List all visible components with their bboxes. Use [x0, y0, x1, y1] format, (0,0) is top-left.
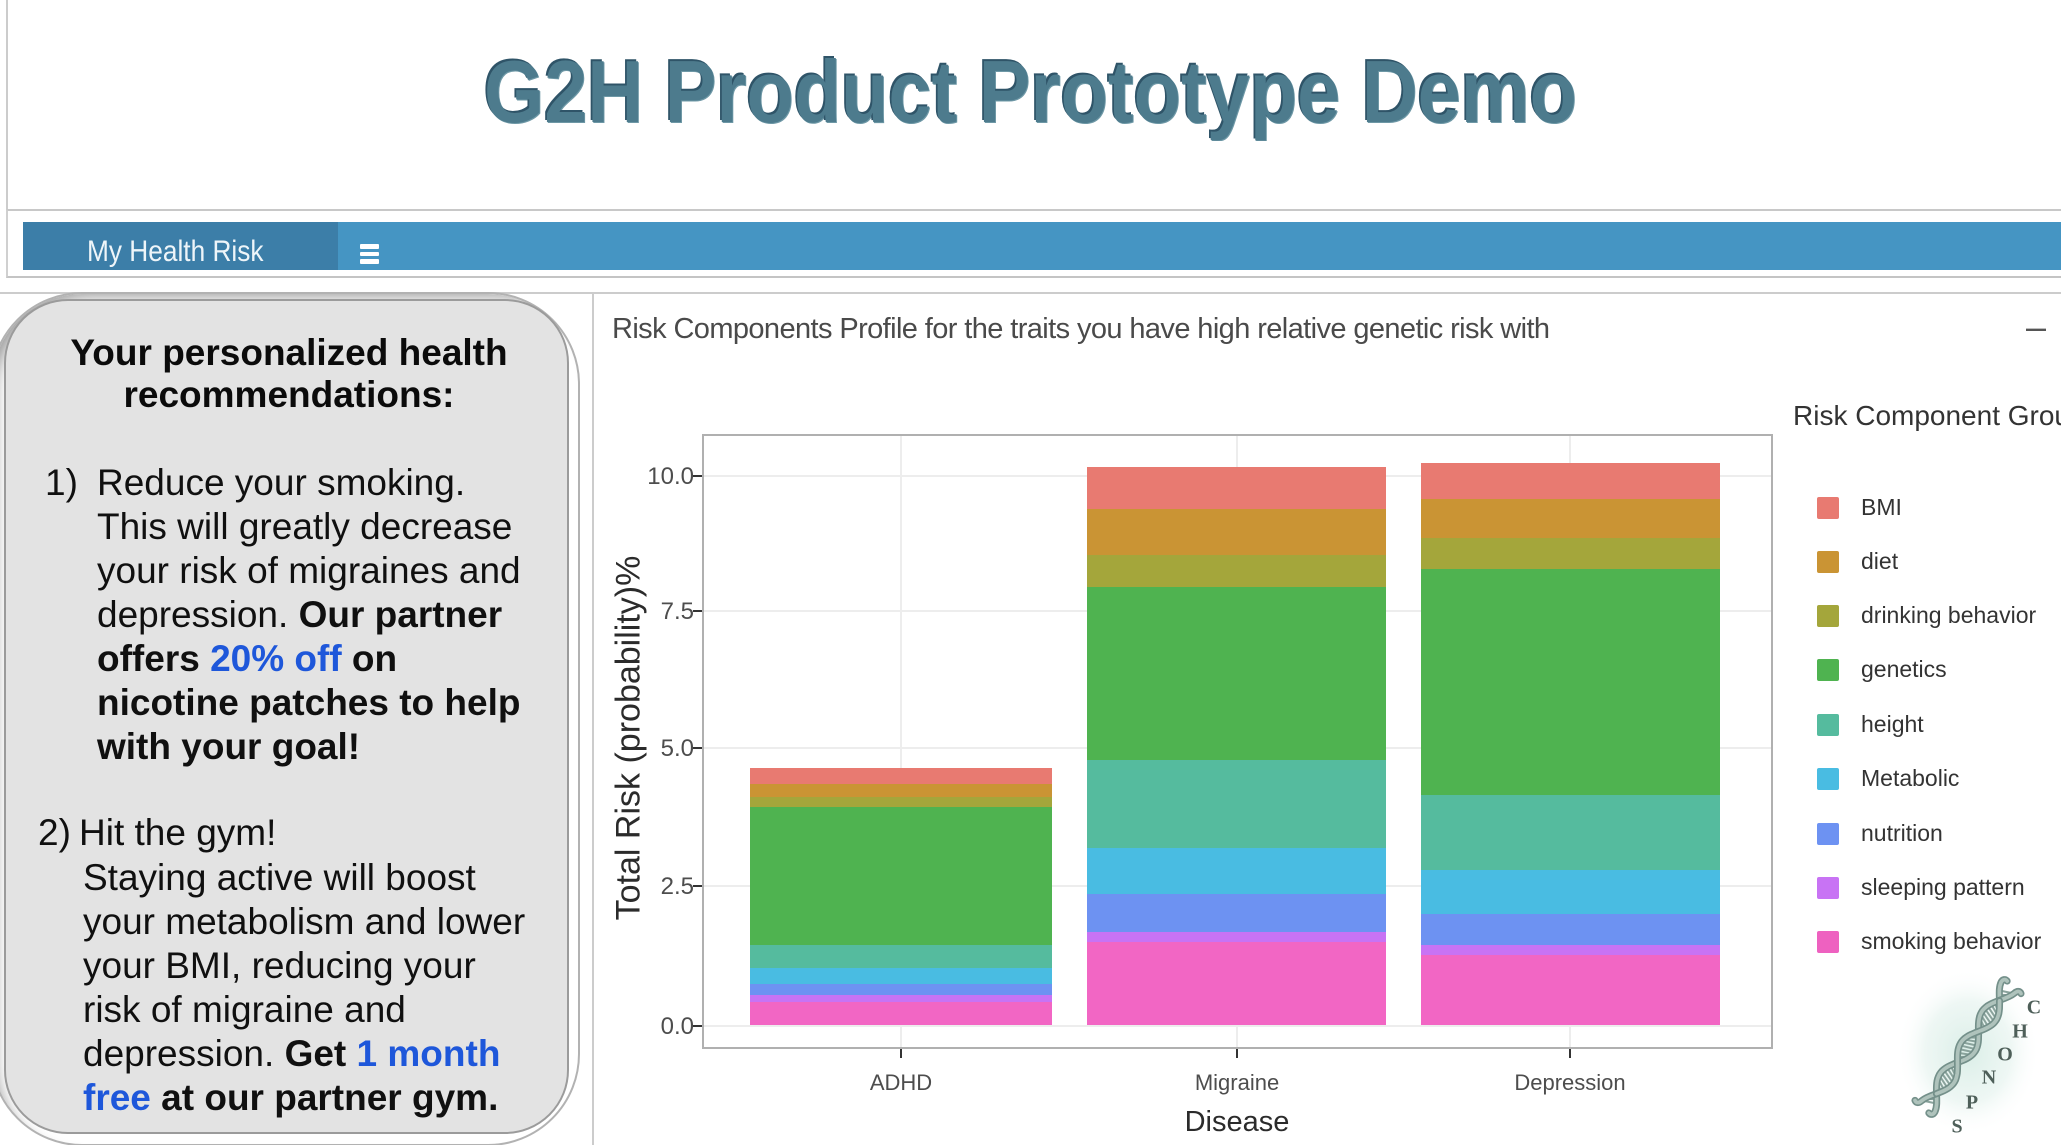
svg-text:H: H [2012, 1021, 2028, 1043]
svg-text:C: C [2027, 997, 2041, 1019]
svg-text:P: P [1966, 1092, 1978, 1114]
svg-text:O: O [1997, 1044, 2013, 1066]
svg-text:N: N [1982, 1067, 1997, 1089]
svg-text:S: S [1951, 1116, 1962, 1138]
